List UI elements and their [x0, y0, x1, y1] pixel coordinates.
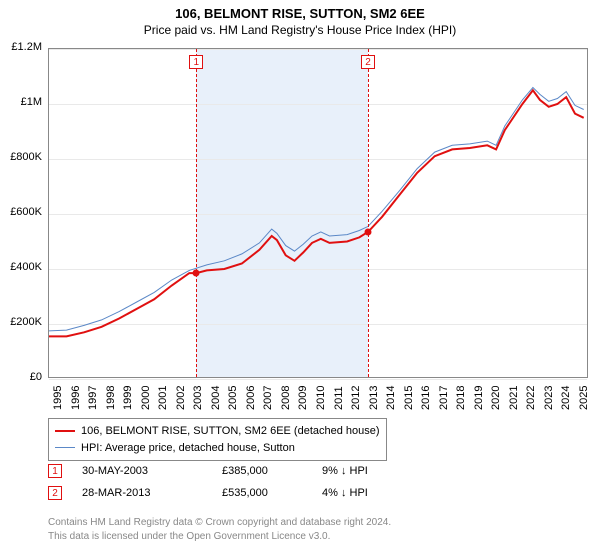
xtick-label: 2001 [157, 386, 169, 410]
xtick-label: 2017 [438, 386, 450, 410]
ytick-label: £0 [0, 371, 42, 383]
xtick-label: 2015 [403, 386, 415, 410]
xtick-label: 2013 [368, 386, 380, 410]
xtick-label: 2003 [192, 386, 204, 410]
ytick-label: £200K [0, 316, 42, 328]
xtick-label: 1996 [70, 386, 82, 410]
sales-row-price: £385,000 [222, 465, 322, 477]
sale-marker-vline [196, 49, 197, 377]
price-chart: 12 [48, 48, 588, 378]
sales-row-hpi: 4% ↓ HPI [322, 487, 422, 499]
xtick-label: 2014 [385, 386, 397, 410]
legend-label: 106, BELMONT RISE, SUTTON, SM2 6EE (deta… [81, 425, 380, 437]
xtick-label: 2000 [140, 386, 152, 410]
footer-attribution: Contains HM Land Registry data © Crown c… [48, 516, 391, 544]
ytick-label: £1.2M [0, 41, 42, 53]
legend: 106, BELMONT RISE, SUTTON, SM2 6EE (deta… [48, 418, 387, 461]
xtick-label: 2004 [210, 386, 222, 410]
xtick-label: 2018 [455, 386, 467, 410]
sales-table: 1 30-MAY-2003£385,0009% ↓ HPI 2 28-MAR-2013… [48, 460, 422, 504]
sales-row-date: 28-MAR-2013 [82, 487, 222, 499]
page-title: 106, BELMONT RISE, SUTTON, SM2 6EE [0, 0, 600, 21]
xtick-label: 2023 [543, 386, 555, 410]
xtick-label: 2022 [525, 386, 537, 410]
xtick-label: 2012 [350, 386, 362, 410]
gridline-h [49, 379, 587, 380]
sales-row-marker: 1 [48, 464, 62, 478]
xtick-label: 1997 [87, 386, 99, 410]
xtick-label: 2007 [262, 386, 274, 410]
ytick-label: £400K [0, 261, 42, 273]
series-hpi [49, 88, 584, 331]
xtick-label: 2006 [245, 386, 257, 410]
sale-marker-box: 2 [361, 55, 375, 69]
ytick-label: £800K [0, 151, 42, 163]
xtick-label: 2020 [490, 386, 502, 410]
series-property [49, 90, 584, 336]
sales-row-hpi: 9% ↓ HPI [322, 465, 422, 477]
sales-row-marker: 2 [48, 486, 62, 500]
footer-line: This data is licensed under the Open Gov… [48, 530, 391, 544]
xtick-label: 2021 [508, 386, 520, 410]
sale-dot [365, 228, 372, 235]
xtick-label: 1999 [122, 386, 134, 410]
sale-marker-box: 1 [189, 55, 203, 69]
xtick-label: 2008 [280, 386, 292, 410]
ytick-label: £600K [0, 206, 42, 218]
xtick-label: 2016 [420, 386, 432, 410]
xtick-label: 1998 [105, 386, 117, 410]
sales-row: 2 28-MAR-2013£535,0004% ↓ HPI [48, 482, 422, 504]
footer-line: Contains HM Land Registry data © Crown c… [48, 516, 391, 530]
chart-svg [49, 49, 589, 379]
xtick-label: 2024 [560, 386, 572, 410]
legend-label: HPI: Average price, detached house, Sutt… [81, 442, 295, 454]
xtick-label: 2002 [175, 386, 187, 410]
xtick-label: 2005 [227, 386, 239, 410]
legend-item-hpi: HPI: Average price, detached house, Sutt… [55, 440, 380, 457]
sales-row-price: £535,000 [222, 487, 322, 499]
page-subtitle: Price paid vs. HM Land Registry's House … [0, 21, 600, 37]
xtick-label: 2011 [333, 386, 345, 410]
sale-dot [193, 270, 200, 277]
xtick-label: 2025 [578, 386, 590, 410]
ytick-label: £1M [0, 96, 42, 108]
sale-marker-vline [368, 49, 369, 377]
xtick-label: 2010 [315, 386, 327, 410]
xtick-label: 2009 [297, 386, 309, 410]
legend-item-property: 106, BELMONT RISE, SUTTON, SM2 6EE (deta… [55, 423, 380, 440]
sales-row: 1 30-MAY-2003£385,0009% ↓ HPI [48, 460, 422, 482]
sales-row-date: 30-MAY-2003 [82, 465, 222, 477]
xtick-label: 2019 [473, 386, 485, 410]
xtick-label: 1995 [52, 386, 64, 410]
